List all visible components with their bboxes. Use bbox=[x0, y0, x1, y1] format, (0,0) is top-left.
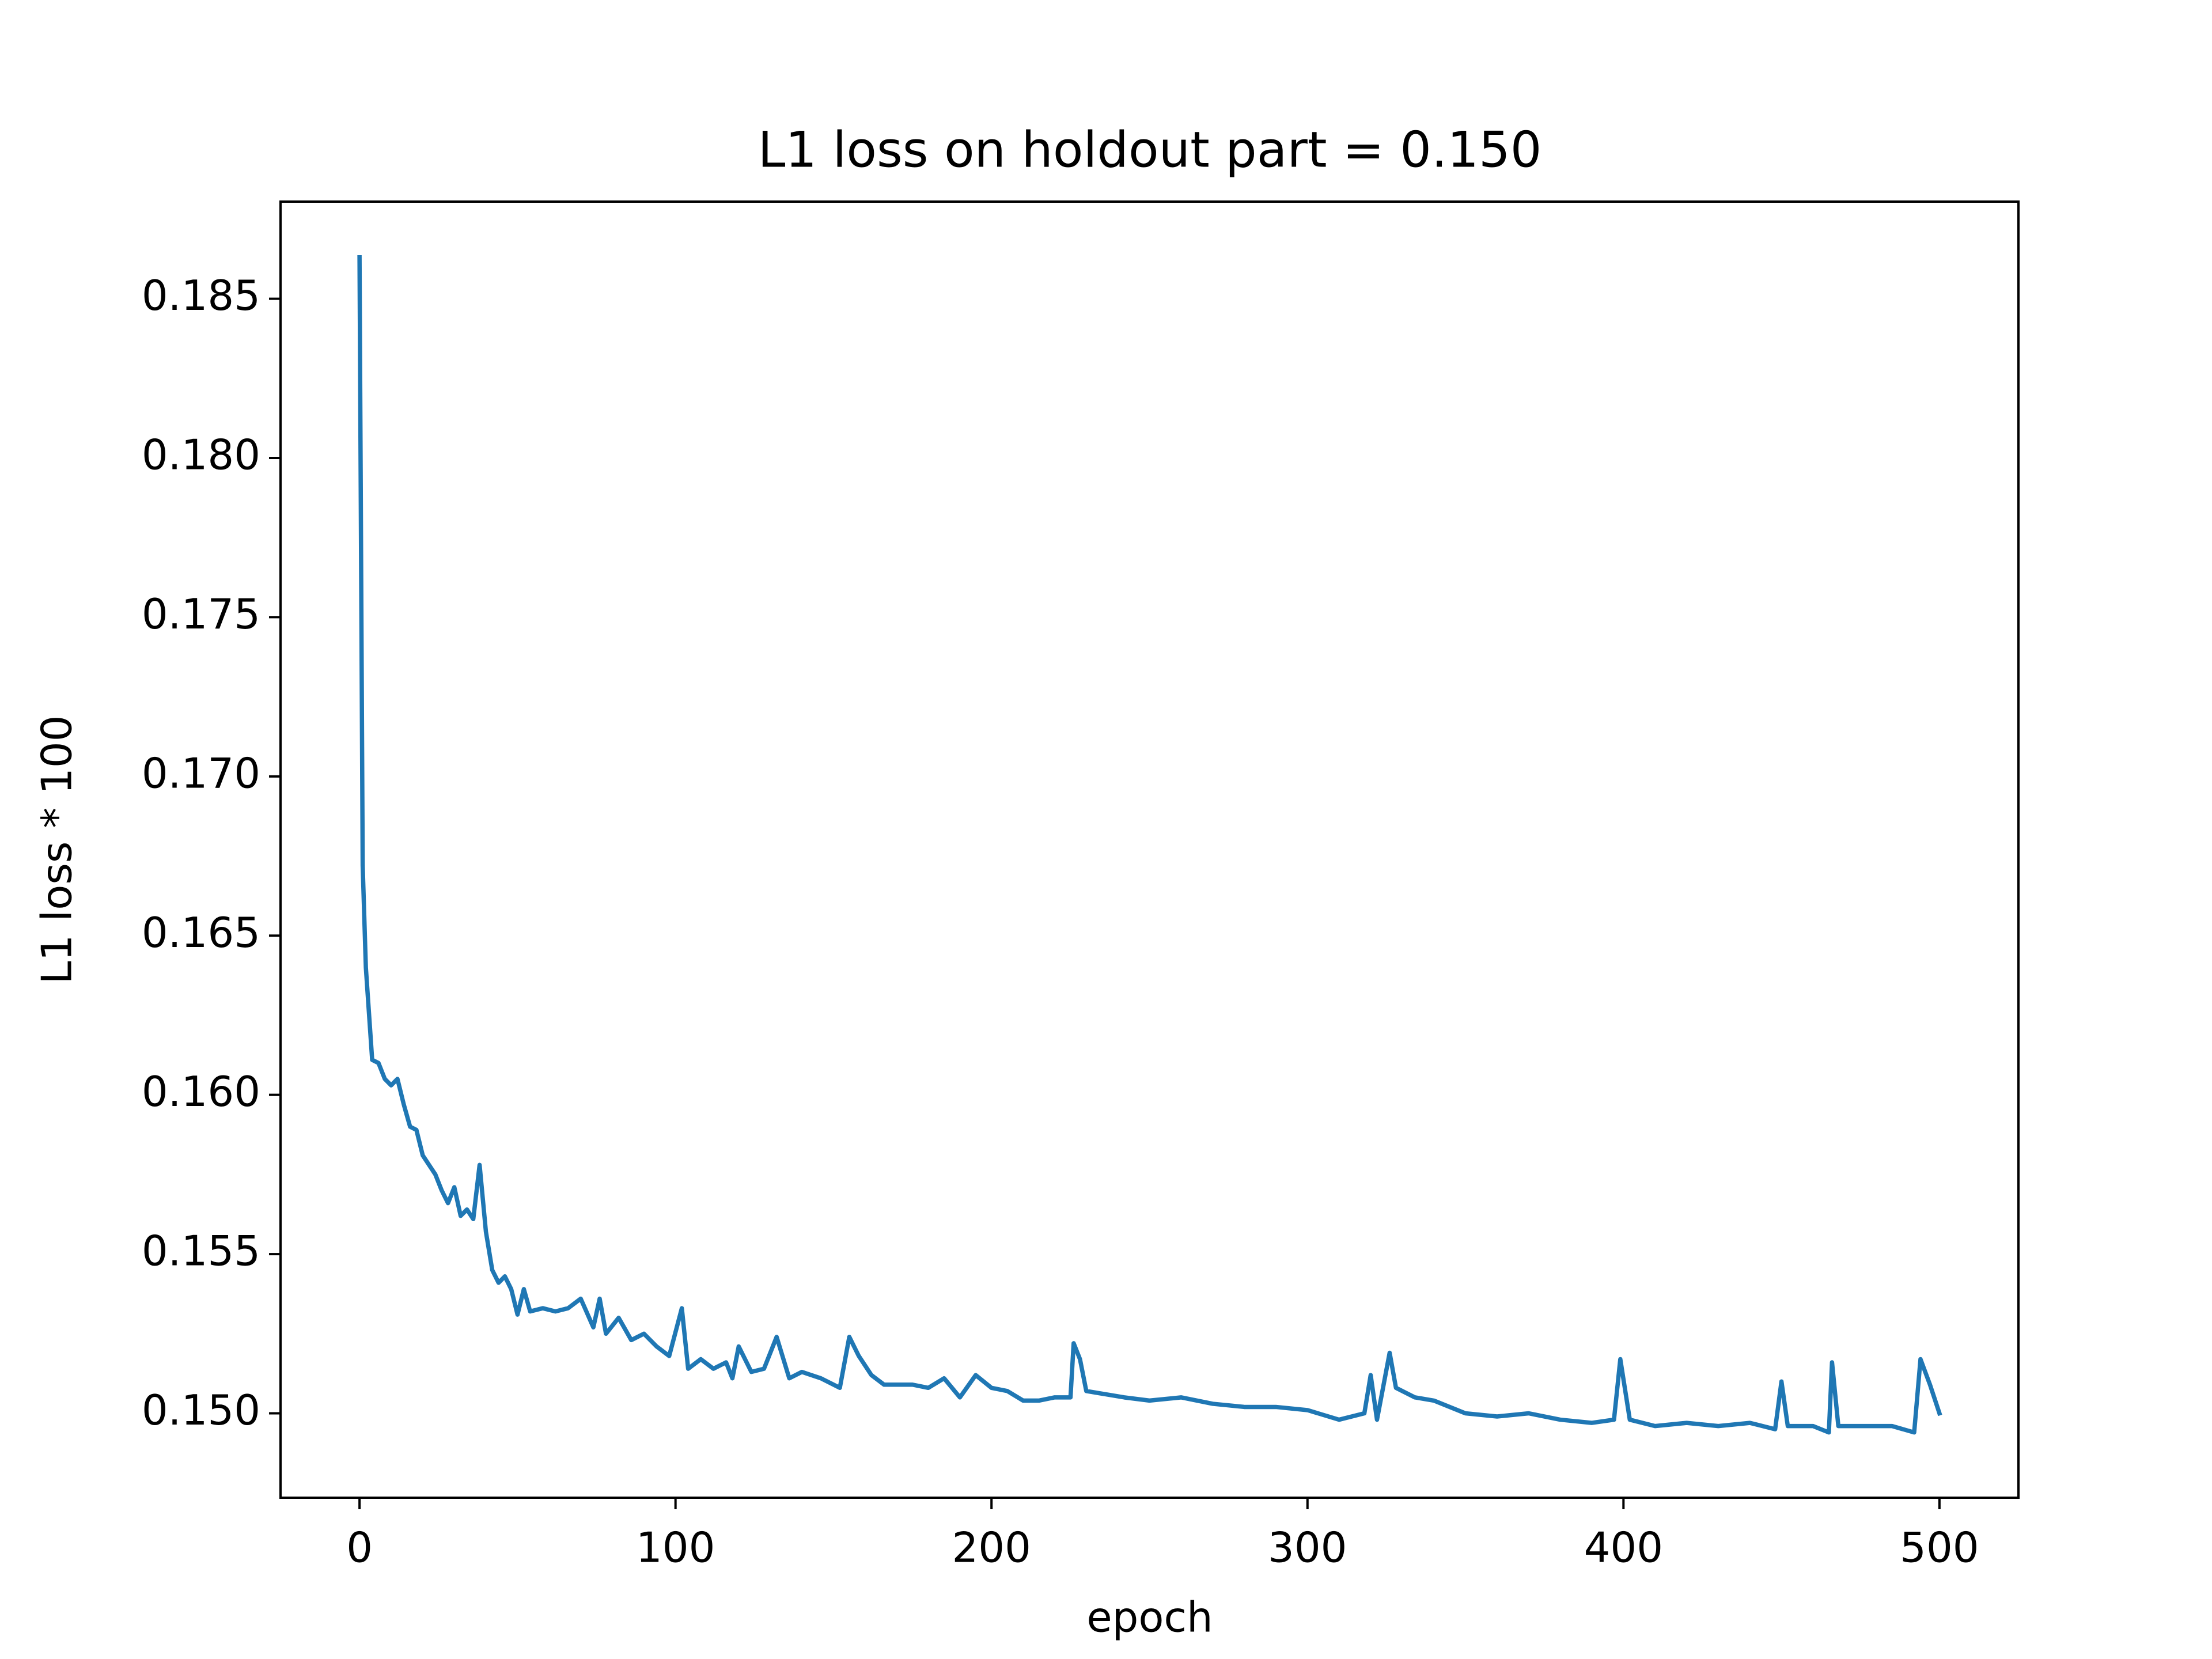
x-tick-label: 0 bbox=[346, 1524, 373, 1572]
y-axis-label: L1 loss * 100 bbox=[33, 715, 81, 984]
y-tick-label: 0.180 bbox=[142, 431, 260, 479]
y-tick-label: 0.155 bbox=[142, 1227, 260, 1275]
x-tick-label: 400 bbox=[1584, 1524, 1663, 1572]
y-tick-label: 0.170 bbox=[142, 749, 260, 797]
y-tick-label: 0.150 bbox=[142, 1386, 260, 1434]
y-tick-label: 0.160 bbox=[142, 1067, 260, 1116]
x-tick-label: 500 bbox=[1900, 1524, 1979, 1572]
y-tick-label: 0.185 bbox=[142, 271, 260, 320]
data-line bbox=[357, 255, 1942, 1435]
chart-title: L1 loss on holdout part = 0.150 bbox=[758, 121, 1542, 179]
plot-frame bbox=[279, 200, 2020, 1499]
y-tick-label: 0.175 bbox=[142, 590, 260, 638]
x-tick-label: 300 bbox=[1268, 1524, 1347, 1572]
y-tick-label: 0.165 bbox=[142, 908, 260, 957]
x-axis-label: epoch bbox=[1086, 1593, 1213, 1642]
x-tick-label: 100 bbox=[636, 1524, 715, 1572]
x-tick-label: 200 bbox=[952, 1524, 1031, 1572]
